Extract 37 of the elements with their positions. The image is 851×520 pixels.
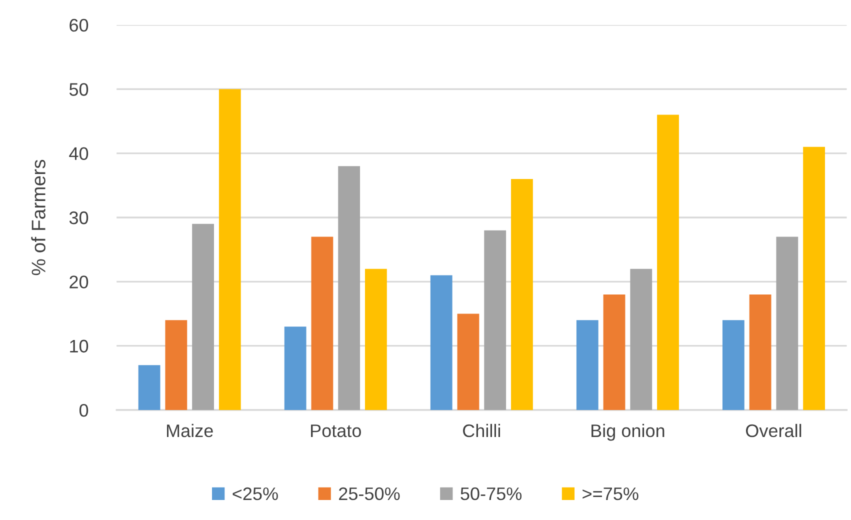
x-tick-label: Chilli [463, 424, 500, 438]
bar [165, 320, 188, 410]
bar [576, 320, 598, 410]
y-tick-label: 0 [79, 404, 88, 417]
bar [657, 114, 679, 410]
bar [511, 178, 533, 410]
y-tick-label: 40 [69, 147, 88, 160]
bar [284, 326, 306, 410]
bar [603, 294, 626, 410]
bar [776, 236, 798, 410]
x-tick-label: Big onion [592, 424, 664, 441]
y-tick-label: 30 [69, 211, 88, 224]
y-tick-label: 60 [70, 18, 88, 32]
legend-label: 50-75% [460, 487, 522, 500]
y-axis-title: % of Farmers [31, 160, 46, 276]
x-tick-label: Overall [746, 424, 802, 438]
y-tick-label: 50 [69, 83, 88, 96]
bar [218, 89, 241, 410]
bar [338, 166, 360, 410]
bar [311, 236, 334, 410]
legend-label: <25% [232, 487, 278, 500]
bar [484, 230, 506, 410]
bar [364, 268, 387, 410]
bar [749, 294, 772, 410]
bar [138, 365, 160, 410]
y-tick-label: 10 [70, 340, 88, 353]
bar [803, 146, 825, 410]
x-tick-label: Potato [311, 424, 361, 438]
bar [722, 320, 744, 410]
y-tick-label: 20 [70, 276, 88, 288]
bar [457, 314, 480, 410]
bar [430, 275, 452, 410]
bar [630, 268, 652, 410]
bar [192, 224, 214, 410]
legend-label: >=75% [582, 487, 638, 500]
legend-label: 25-50% [339, 487, 400, 500]
x-tick-label: Maize [167, 424, 213, 438]
